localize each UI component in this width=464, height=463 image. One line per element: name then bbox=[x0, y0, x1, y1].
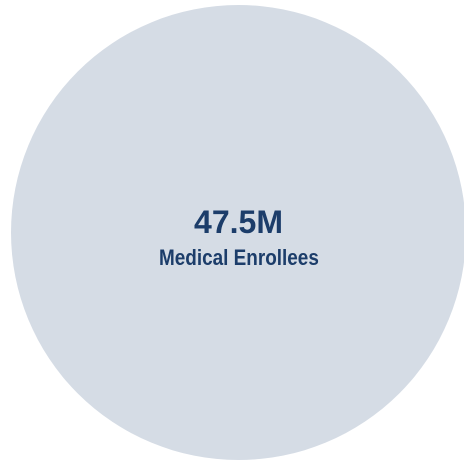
stat-circle: 47.5M Medical Enrollees bbox=[11, 5, 464, 460]
stat-value: 47.5M bbox=[194, 203, 283, 240]
stat-label: Medical Enrollees bbox=[158, 244, 319, 270]
